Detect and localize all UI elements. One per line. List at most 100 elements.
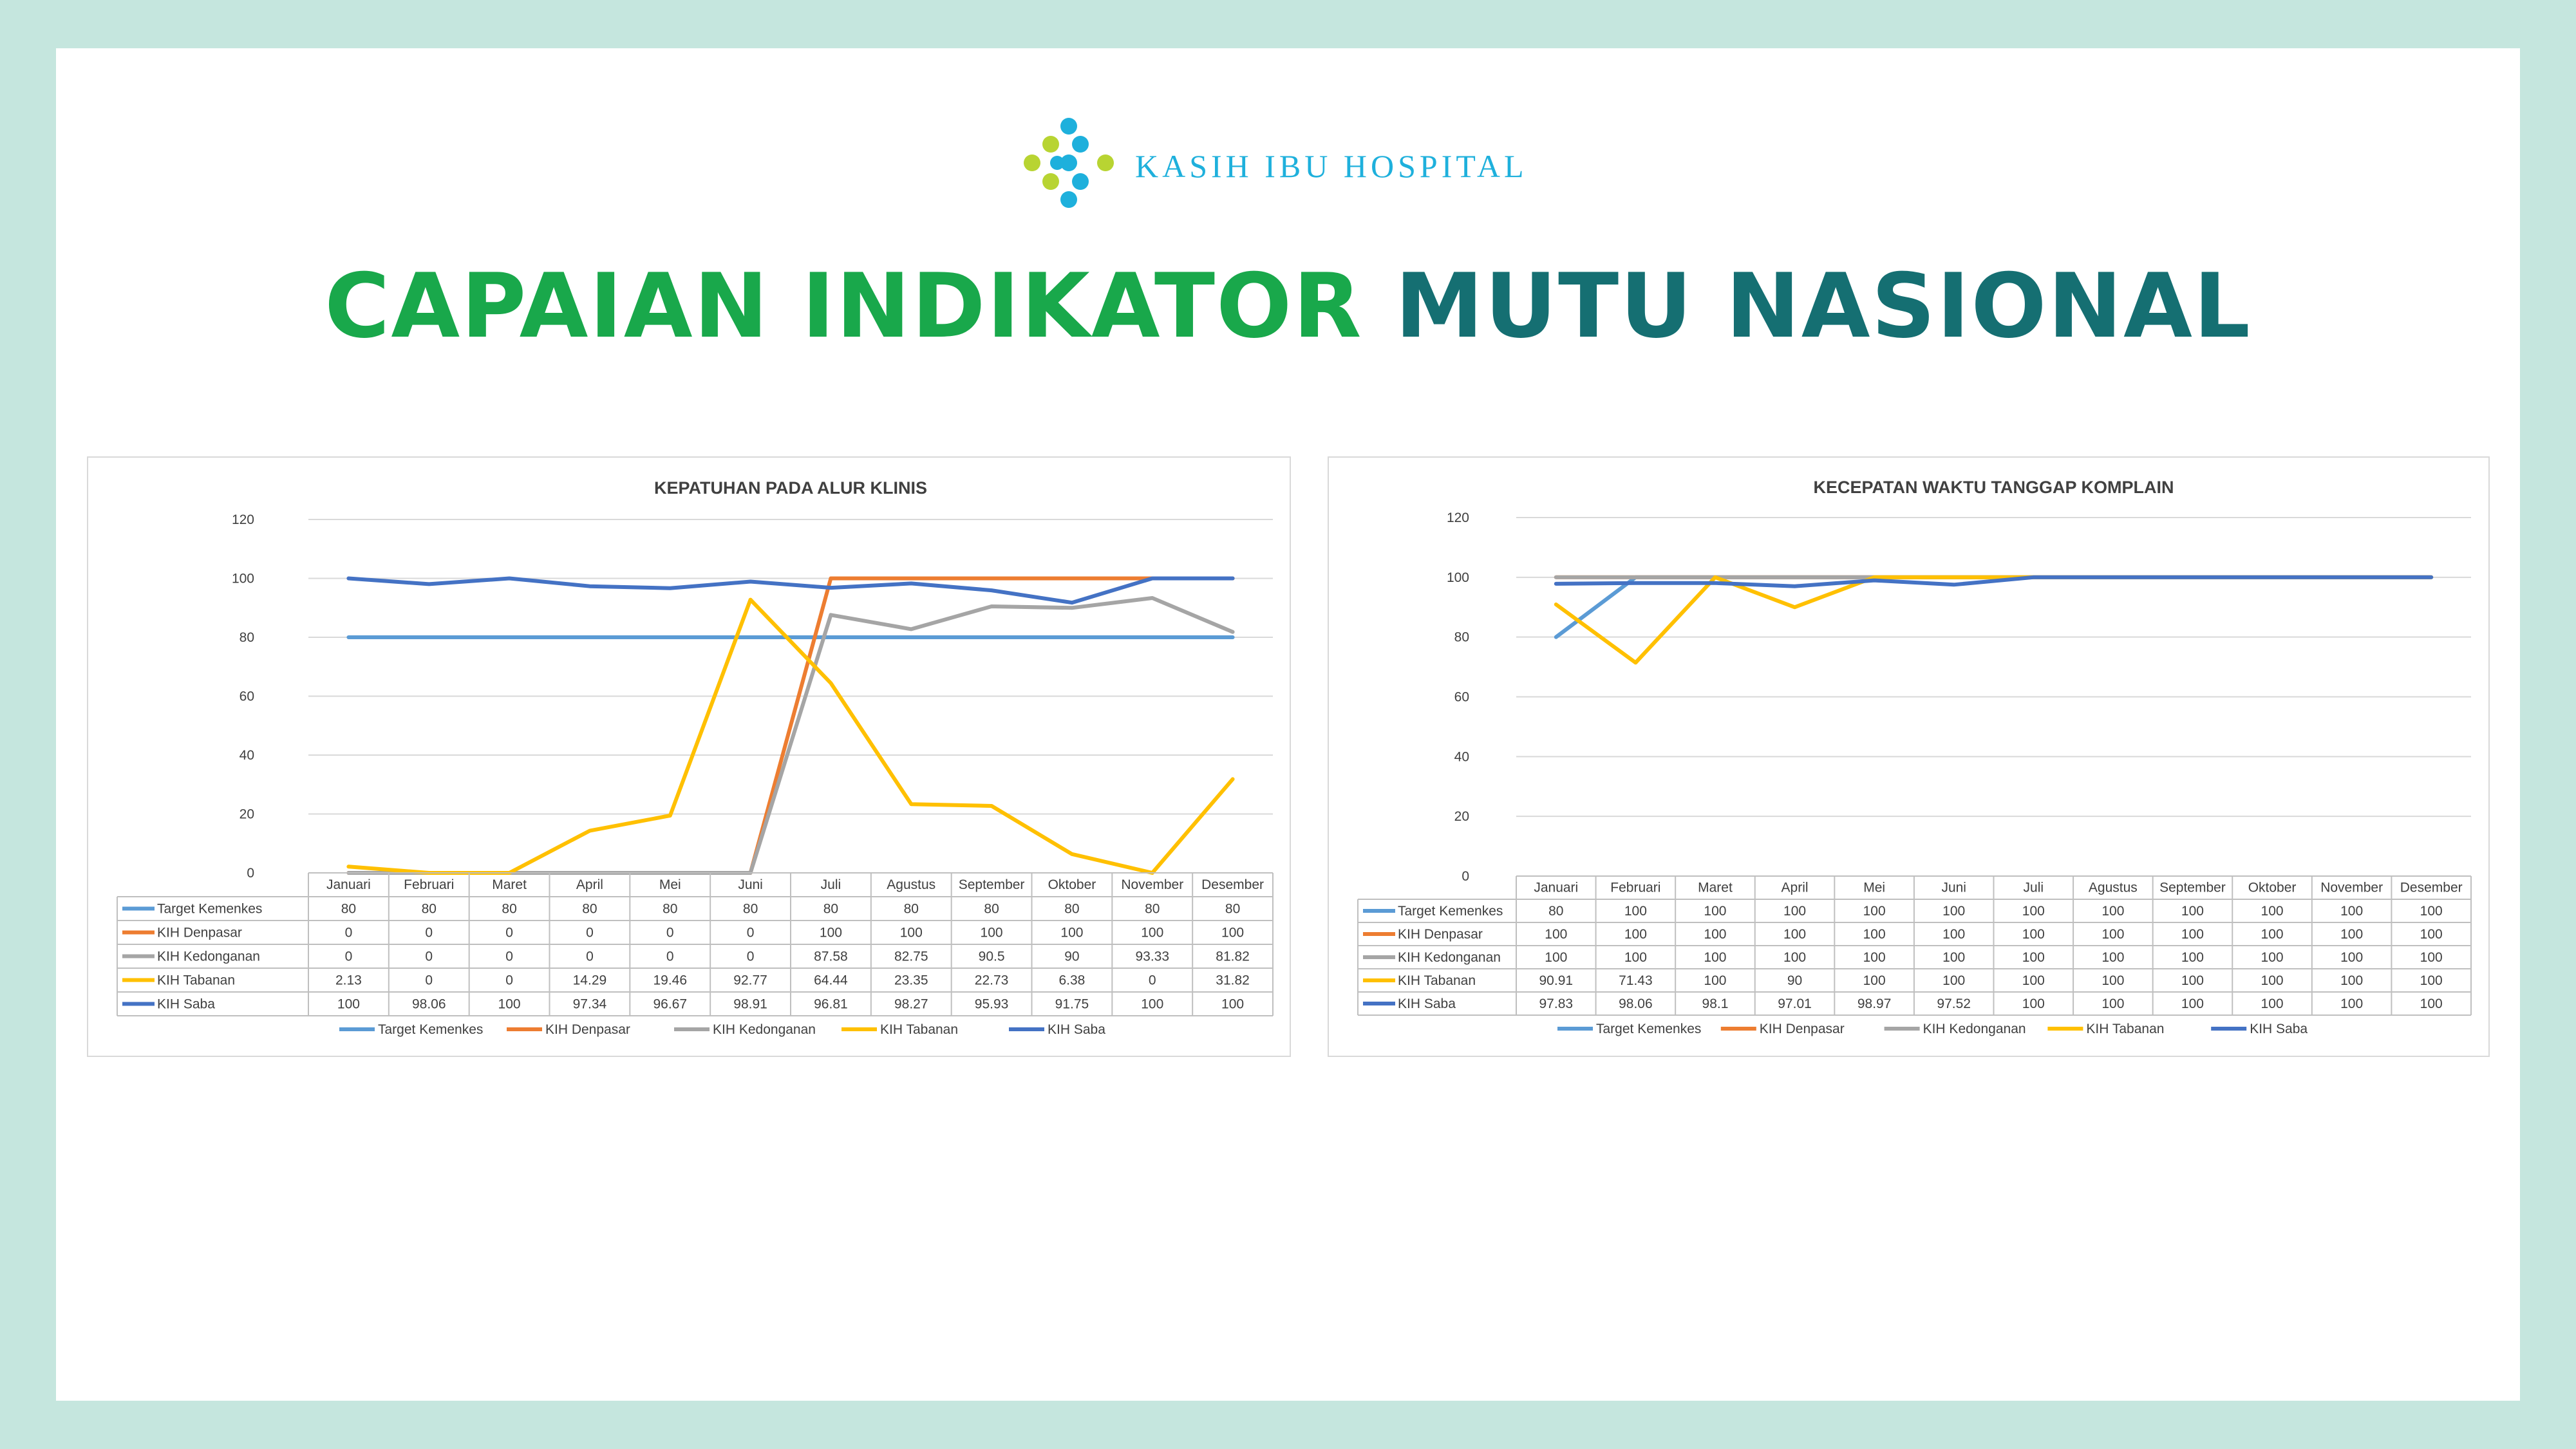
data-label: 100: [2101, 950, 2124, 965]
data-label: 80: [823, 902, 838, 917]
y-tick-label: 40: [240, 748, 254, 763]
legend-label: KIH Saba: [2250, 1022, 2308, 1036]
data-label: 100: [1704, 904, 1726, 919]
y-tick-label: 80: [240, 630, 254, 645]
data-label: 80: [743, 902, 758, 917]
series-line-kih-denpasar: [346, 576, 1235, 875]
table-series-label: KIH Denpasar: [157, 926, 242, 940]
legend-label: KIH Kedonganan: [1923, 1022, 2026, 1036]
kasih-ibu-dots-logo-icon: [1024, 118, 1114, 208]
data-label: 98.27: [894, 997, 928, 1012]
series-line-kih-tabanan: [1554, 575, 2434, 665]
data-label: 100: [2420, 996, 2443, 1011]
data-label: 14.29: [573, 973, 607, 988]
data-label: 0: [425, 926, 433, 940]
x-tick-label: Oktober: [2248, 880, 2297, 895]
data-label: 23.35: [894, 973, 928, 988]
data-label: 100: [2101, 927, 2124, 942]
data-label: 90.91: [1539, 973, 1574, 988]
data-label: 98.06: [1619, 996, 1653, 1011]
chart-title: KEPATUHAN PADA ALUR KLINIS: [654, 478, 927, 498]
series-line-kih-tabanan: [346, 597, 1235, 875]
data-label: 100: [1141, 926, 1163, 940]
x-tick-label: Mei: [659, 877, 681, 892]
line-chart-waktu-tanggap: KECEPATAN WAKTU TANGGAP KOMPLAIN 0 20 40 60 8…: [1357, 478, 2472, 1036]
chart-title: KECEPATAN WAKTU TANGGAP KOMPLAIN: [1814, 478, 2174, 497]
y-tick-label: 60: [240, 689, 254, 704]
data-label: 100: [2420, 927, 2443, 942]
data-label: 100: [2022, 927, 2045, 942]
data-label: 31.82: [1216, 973, 1250, 988]
data-label: 100: [1783, 904, 1806, 919]
data-label: 100: [1863, 904, 1886, 919]
data-label: 80: [582, 902, 597, 917]
data-label: 100: [2261, 996, 2284, 1011]
data-table: Januari Februari Maret April Mei Juni Juli Agus…: [1357, 875, 2472, 1016]
page-title-part-2: MUTU NASIONAL: [1395, 254, 2252, 358]
legend-label: KIH Denpasar: [545, 1022, 630, 1037]
table-series-label: KIH Denpasar: [1398, 927, 1483, 942]
data-label: 80: [422, 902, 437, 917]
data-label: 100: [981, 926, 1003, 940]
data-label: 80: [1225, 902, 1240, 917]
page-title-part-1: CAPAIAN INDIKATOR: [324, 254, 1395, 358]
data-label: 100: [2181, 904, 2204, 919]
y-tick-label: 20: [240, 807, 254, 822]
data-label: 100: [2022, 904, 2045, 919]
x-tick-label: April: [576, 877, 603, 892]
line-chart-alur-klinis: KEPATUHAN PADA ALUR KLINIS 0 20 40 60 80 100 12…: [117, 478, 1274, 1037]
chart-legend: Target Kemenkes KIH Denpasar KIH Kedongana…: [1557, 1022, 2308, 1036]
series-line-kih-saba: [346, 576, 1235, 605]
data-label: 80: [1548, 904, 1563, 919]
table-series-label: KIH Saba: [157, 997, 215, 1012]
data-label: 96.67: [653, 997, 687, 1012]
data-label: 98.97: [1857, 996, 1892, 1011]
data-label: 0: [425, 973, 433, 988]
x-tick-label: November: [1121, 877, 1183, 892]
data-label: 82.75: [894, 949, 928, 964]
table-series-label: KIH Kedonganan: [157, 949, 260, 964]
x-tick-label: Juli: [2024, 880, 2044, 895]
y-tick-label: 120: [232, 512, 254, 527]
data-label: 0: [345, 926, 353, 940]
x-tick-label: April: [1782, 880, 1809, 895]
legend-label: Target Kemenkes: [378, 1022, 483, 1037]
x-tick-label: Februari: [1610, 880, 1660, 895]
legend-label: KIH Saba: [1048, 1022, 1105, 1037]
data-label: 100: [2340, 950, 2363, 965]
data-label: 87.58: [814, 949, 848, 964]
table-series-label: Target Kemenkes: [1398, 904, 1503, 919]
data-label: 97.52: [1937, 996, 1971, 1011]
data-label: 100: [1783, 927, 1806, 942]
data-label: 0: [1149, 973, 1156, 988]
data-label: 100: [1942, 973, 1965, 988]
x-tick-label: Agustus: [887, 877, 935, 892]
data-label: 100: [2261, 950, 2284, 965]
data-table: Januari Februari Maret April Mei Juni Juli Agus…: [117, 872, 1274, 1016]
data-label: 100: [2181, 996, 2204, 1011]
data-label: 100: [337, 997, 360, 1012]
data-label: 100: [1704, 950, 1726, 965]
table-series-label: KIH Tabanan: [1398, 973, 1476, 988]
legend-label: Target Kemenkes: [1596, 1022, 1701, 1036]
data-label: 100: [1221, 997, 1244, 1012]
data-label: 100: [1624, 927, 1647, 942]
y-tick-label: 60: [1454, 690, 1469, 705]
data-label: 100: [2340, 927, 2363, 942]
data-label: 100: [1624, 904, 1647, 919]
data-label: 100: [1863, 927, 1886, 942]
data-label: 98.1: [1702, 996, 1729, 1011]
data-label: 0: [425, 949, 433, 964]
x-tick-label: September: [959, 877, 1025, 892]
data-label: 100: [2340, 973, 2363, 988]
y-tick-label: 80: [1454, 630, 1469, 645]
data-label: 0: [586, 949, 594, 964]
data-label: 100: [2261, 904, 2284, 919]
data-label: 0: [747, 926, 755, 940]
data-label: 100: [1221, 926, 1244, 940]
data-label: 80: [984, 902, 999, 917]
legend-label: KIH Kedonganan: [713, 1022, 816, 1037]
data-label: 100: [2101, 904, 2124, 919]
table-series-label: KIH Kedonganan: [1398, 950, 1501, 965]
data-label: 100: [2181, 927, 2204, 942]
